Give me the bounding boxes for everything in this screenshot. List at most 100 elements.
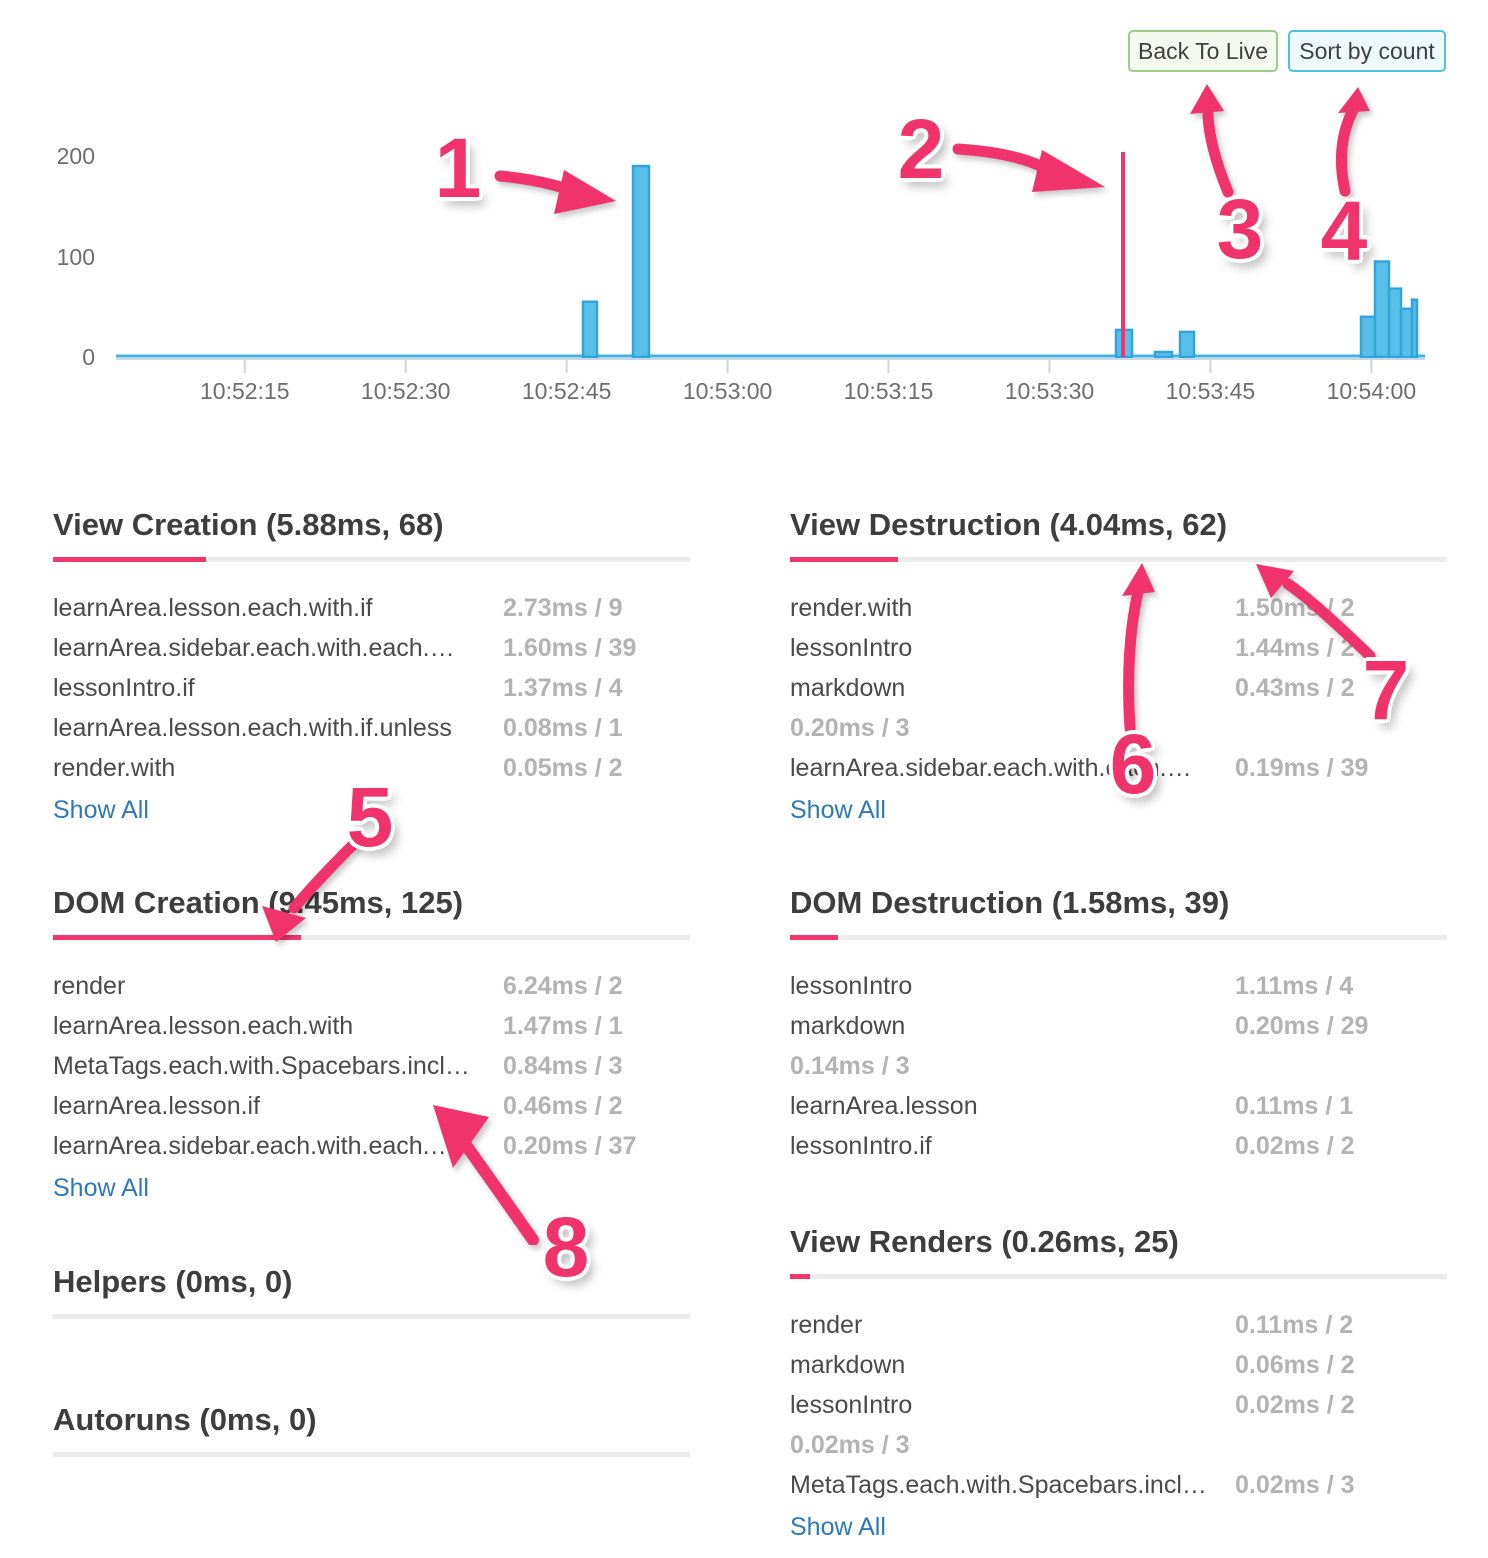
chart-bar [581, 300, 599, 359]
table-row: lessonIntro 1.44ms / 2 [790, 628, 1447, 668]
show-all-link[interactable]: Show All [790, 1513, 886, 1541]
row-metric-value: 0.11ms / 2 [1235, 1310, 1354, 1339]
row-template-name: markdown [790, 1011, 906, 1040]
row-metric-value: 0.11ms / 1 [1235, 1091, 1354, 1120]
y-axis-tick-label: 0 [82, 344, 95, 370]
x-axis-tick-label: 10:53:30 [1004, 378, 1095, 404]
table-row: learnArea.sidebar.each.with.each.… 1.60ms… [53, 628, 690, 668]
y-axis-tick-label: 200 [56, 143, 95, 169]
panel-title: View Creation (5.88ms, 68) [53, 507, 444, 542]
row-template-name: learnArea.sidebar.each.with.each.… [53, 1131, 455, 1160]
row-metric-value: 0.05ms / 2 [503, 753, 623, 782]
row-template-name: lessonIntro.if [790, 1131, 932, 1160]
row-template-name: learnArea.lesson.each.with.if.unless [53, 713, 452, 742]
row-template-name: learnArea.sidebar.each.with.each.… [790, 753, 1192, 782]
table-row: MetaTags.each.with.Spacebars.incl… 0.02ms… [790, 1465, 1447, 1505]
show-all-link[interactable]: Show All [53, 796, 149, 824]
annotation-arrow-2 [952, 143, 1105, 192]
row-template-name: lessonIntro [790, 633, 913, 662]
row-template-name: learnArea.lesson [790, 1091, 978, 1120]
x-axis-tick-label: 10:54:00 [1326, 378, 1417, 404]
annotation-number-3: 3 [1216, 181, 1264, 276]
panel-progress-fill [53, 557, 206, 562]
row-metric-value: 0.02ms / 2 [1235, 1131, 1355, 1160]
back-to-live-button[interactable]: Back To Live [1128, 30, 1278, 72]
row-metric-value: 0.02ms / 3 [1235, 1470, 1355, 1499]
row-metric-value: 1.11ms / 4 [1235, 971, 1354, 1000]
table-row: markdown 0.20ms / 29 [790, 1006, 1447, 1046]
show-all-link[interactable]: Show All [53, 1174, 149, 1202]
x-axis-tick-label: 10:53:45 [1165, 378, 1256, 404]
row-template-name: lessonIntro [790, 1390, 913, 1419]
table-row: learnArea.lesson 0.11ms / 1 [790, 1086, 1447, 1126]
row-metric-value: 1.44ms / 2 [1235, 633, 1355, 662]
panel-helpers: Helpers (0ms, 0) [53, 1262, 690, 1319]
panel-autoruns: Autoruns (0ms, 0) [53, 1400, 690, 1457]
annotation-number-5: 5 [346, 769, 394, 864]
row-template-name: render [53, 971, 126, 1000]
row-metric-value: 0.02ms / 2 [1235, 1390, 1355, 1419]
row-template-name: render.with [53, 753, 176, 782]
row-template-name: 0.02ms / 3 [790, 1430, 910, 1459]
panel-view-renders: View Renders (0.26ms, 25) render 0.11ms /… [790, 1222, 1447, 1547]
annotation-arrow-7 [1256, 564, 1376, 662]
annotation-arrow-5 [262, 830, 368, 942]
row-metric-value: 0.20ms / 37 [503, 1131, 637, 1160]
table-row: learnArea.sidebar.each.with.each.… 0.19ms… [790, 748, 1447, 788]
table-row: render.with 0.05ms / 2 [53, 748, 690, 788]
row-metric-value: 0.06ms / 2 [1235, 1350, 1355, 1379]
row-metric-value: 0.46ms / 2 [503, 1091, 623, 1120]
row-template-name: learnArea.sidebar.each.with.each.… [53, 633, 455, 662]
chart-bar [631, 164, 651, 359]
table-row: learnArea.sidebar.each.with.each.… 0.20ms… [53, 1126, 690, 1166]
row-metric-value: 0.20ms / 29 [1235, 1011, 1369, 1040]
chart-bar [1410, 298, 1419, 359]
panel-progress-fill [790, 935, 838, 940]
annotation-number-7: 7 [1362, 642, 1410, 737]
table-row: 0.14ms / 3 [790, 1046, 1447, 1086]
panel-progress-track [53, 1452, 690, 1457]
row-template-name: lessonIntro [790, 971, 913, 1000]
table-row: render 0.11ms / 2 [790, 1305, 1447, 1345]
annotation-number-8: 8 [542, 1199, 590, 1294]
panel-progress-track [53, 557, 690, 562]
row-metric-value: 1.37ms / 4 [503, 673, 623, 702]
row-template-name: lessonIntro.if [53, 673, 195, 702]
x-axis-tick-label: 10:53:15 [843, 378, 934, 404]
chart-bar [1399, 307, 1414, 359]
panel-progress-track [790, 557, 1447, 562]
table-row: lessonIntro 1.11ms / 4 [790, 966, 1447, 1006]
panel-title: Helpers (0ms, 0) [53, 1264, 293, 1299]
row-template-name: 0.14ms / 3 [790, 1051, 910, 1080]
row-template-name: learnArea.lesson.each.with.if [53, 593, 373, 622]
panel-progress-fill [53, 935, 302, 940]
row-template-name: render.with [790, 593, 913, 622]
panel-progress-track [53, 1314, 690, 1319]
table-row: MetaTags.each.with.Spacebars.incl… 0.84ms… [53, 1046, 690, 1086]
panel-progress-fill [790, 1274, 810, 1279]
panel-progress-fill [790, 557, 899, 562]
row-template-name: render [790, 1310, 863, 1339]
panel-progress-track [790, 1274, 1447, 1279]
timeline-chart[interactable] [0, 0, 1488, 420]
annotation-number-1: 1 [434, 120, 482, 215]
y-axis-tick-label: 100 [56, 243, 95, 270]
sort-by-count-button[interactable]: Sort by count [1288, 30, 1446, 72]
table-row: render 6.24ms / 2 [53, 966, 690, 1006]
series-zero-line [116, 354, 1425, 358]
chart-bar [1153, 350, 1174, 359]
panel-dom-destruction: DOM Destruction (1.58ms, 39) lessonIntro… [790, 883, 1447, 1166]
table-row: markdown 0.43ms / 2 [790, 668, 1447, 708]
panel-view-creation: View Creation (5.88ms, 68) learnArea.les… [53, 505, 690, 830]
annotation-arrow-6 [1122, 563, 1155, 734]
row-metric-value: 1.60ms / 39 [503, 633, 637, 662]
table-row: learnArea.lesson.each.with 1.47ms / 1 [53, 1006, 690, 1046]
table-row: lessonIntro.if 1.37ms / 4 [53, 668, 690, 708]
row-metric-value: 0.08ms / 1 [503, 713, 623, 742]
show-all-link[interactable]: Show All [790, 796, 886, 824]
panel-progress-track [790, 935, 1447, 940]
table-row: learnArea.lesson.each.with.if 2.73ms / 9 [53, 588, 690, 628]
annotation-number-4: 4 [1320, 183, 1368, 278]
panel-title: DOM Destruction (1.58ms, 39) [790, 885, 1230, 920]
table-row: 0.02ms / 3 [790, 1425, 1447, 1465]
